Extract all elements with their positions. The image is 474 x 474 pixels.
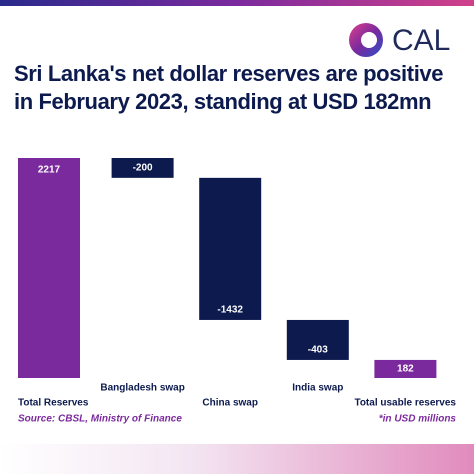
source: Source: CBSL, Ministry of Finance bbox=[18, 414, 182, 425]
bar bbox=[111, 158, 174, 178]
x-tick-label: Bangladesh swap bbox=[100, 383, 184, 394]
x-tick-label: China swap bbox=[202, 398, 258, 409]
top-band bbox=[0, 0, 474, 6]
logo-icon bbox=[349, 23, 383, 57]
bottom-band bbox=[0, 444, 474, 474]
x-tick-label: India swap bbox=[292, 383, 343, 394]
note: *in USD millions bbox=[379, 414, 457, 425]
value-label: 2217 bbox=[38, 165, 61, 176]
chart-title: Sri Lanka's net dollar reserves are posi… bbox=[14, 61, 444, 114]
logo-text: CAL bbox=[392, 24, 451, 57]
bar bbox=[374, 359, 437, 378]
value-label: -200 bbox=[133, 163, 153, 174]
value-label: -403 bbox=[308, 345, 328, 356]
value-label: -1432 bbox=[217, 305, 243, 316]
value-label: 182 bbox=[397, 364, 414, 375]
logo-icon-inner bbox=[361, 32, 377, 48]
bar bbox=[199, 177, 262, 320]
x-tick-label: Total usable reserves bbox=[354, 398, 456, 409]
bar bbox=[18, 158, 80, 378]
x-tick-label: Total Reserves bbox=[18, 398, 89, 409]
bar bbox=[286, 319, 349, 360]
